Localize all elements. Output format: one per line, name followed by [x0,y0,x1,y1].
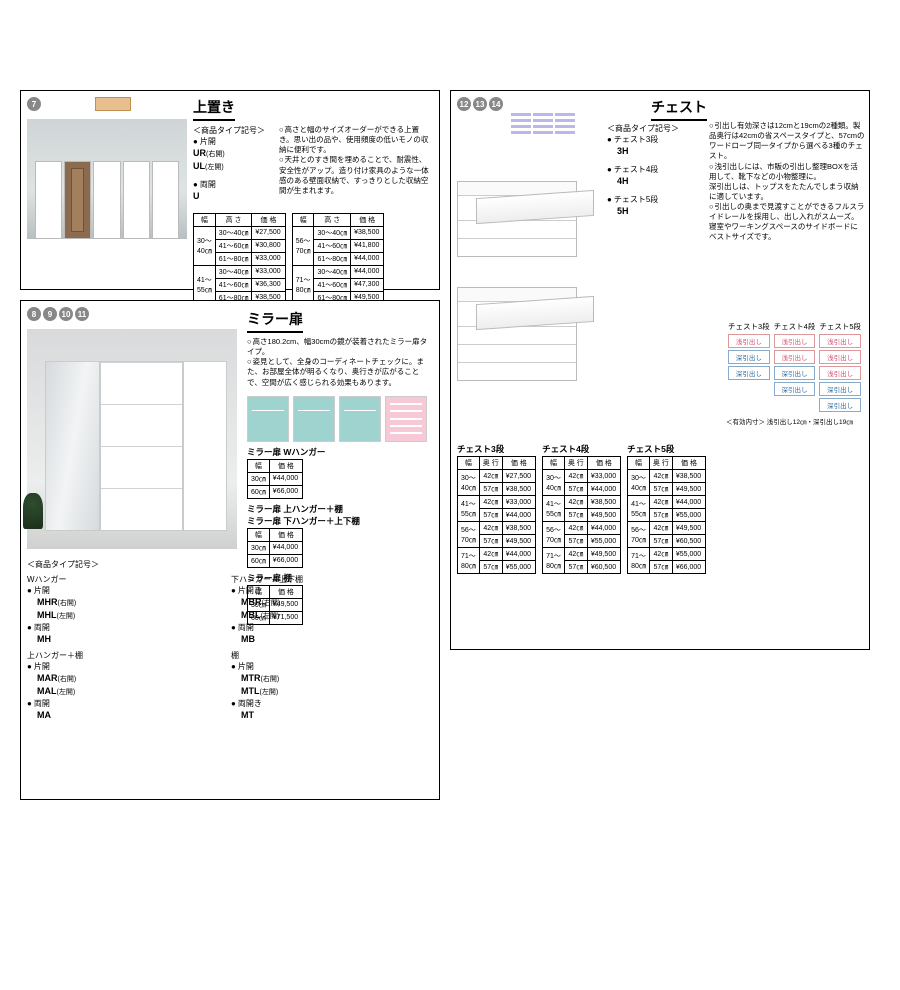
uwaki-desc: 高さと幅のサイズオーダーができる上置き。思い出の品や、使用頻度の低いモノの収納に… [279,125,433,209]
uwaki-illustration [27,119,187,239]
mirror-codes: Wハンガー片開MHR(右開)MHL(左開)両開MH下ハンガー＋上下棚片開きMBR… [27,570,435,722]
chest-illustration [457,181,597,411]
uwaki-badges: 7 [27,97,131,111]
chest-depth-diagram: チェスト3段浅引出し深引出し深引出しチェスト4段浅引出し浅引出し深引出し深引出し… [726,321,863,426]
icon-w-hanger [247,396,289,442]
uwaki-codes: 片開UR(右開)UL(左開)両開U [193,136,271,203]
type-label: ＜商品タイプ記号＞ [607,123,703,134]
mirror-badges: 891011 [27,307,91,321]
wood-swatch [95,97,131,111]
chest-badges: 121314 [457,97,505,111]
chest-desc: 引出し有効深さは12cmと19cmの2種類。製品奥行は42cmの省スペースタイプ… [709,121,865,243]
type-label: ＜商品タイプ記号＞ [27,559,435,570]
uwaki-title: 上置き [193,97,235,121]
icon-lower-hanger [339,396,381,442]
mirror-type-icons [247,396,433,442]
mirror-desc: 高さ180.2cm、幅30cmの鏡が装着されたミラー扉タイプ。姿見として、全身の… [247,337,433,388]
catalog-page: 7 上置き ＜商品タイプ記号＞ 片開UR(右開)UL(左開)両開U 高さと幅のサ… [20,90,880,810]
chest-title: チェスト [651,97,707,121]
type-label: ＜商品タイプ記号＞ [193,125,271,136]
section-chest: 121314 チェスト ＜商品タイプ記号＞ チェスト3段3Hチェスト4段4Hチェ… [450,90,870,650]
section-mirror: 891011 ミラー扉 高さ180.2cm、幅30cmの鏡が装着されたミラー扉タ… [20,300,440,800]
mirror-title: ミラー扉 [247,309,303,333]
icon-upper-hanger [293,396,335,442]
chest-codes: チェスト3段3Hチェスト4段4Hチェスト5段5H [607,134,703,217]
mirror-illustration [27,329,237,549]
badge: 7 [27,97,41,111]
uwaki-price-tables: 幅高 さ価 格30～ 40㎝30～40㎝¥27,50041～60㎝¥30,800… [193,213,433,305]
section-uwaki: 7 上置き ＜商品タイプ記号＞ 片開UR(右開)UL(左開)両開U 高さと幅のサ… [20,90,440,290]
chest-price-tables: チェスト3段幅奥 行価 格30～ 40㎝42㎝¥27,50057㎝¥38,500… [457,439,863,574]
chest-stripe-icon [511,113,581,137]
icon-shelf [385,396,427,442]
